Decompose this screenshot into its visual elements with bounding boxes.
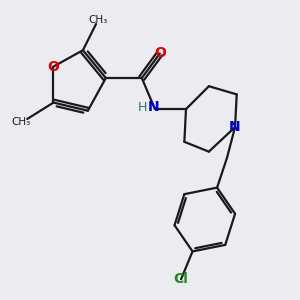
Text: O: O (48, 60, 59, 74)
Text: N: N (229, 120, 241, 134)
Text: CH₃: CH₃ (11, 117, 30, 127)
Text: H: H (138, 101, 147, 114)
Text: Cl: Cl (174, 272, 188, 286)
Text: CH₃: CH₃ (88, 15, 107, 25)
Text: N: N (148, 100, 159, 115)
Text: O: O (154, 46, 166, 61)
